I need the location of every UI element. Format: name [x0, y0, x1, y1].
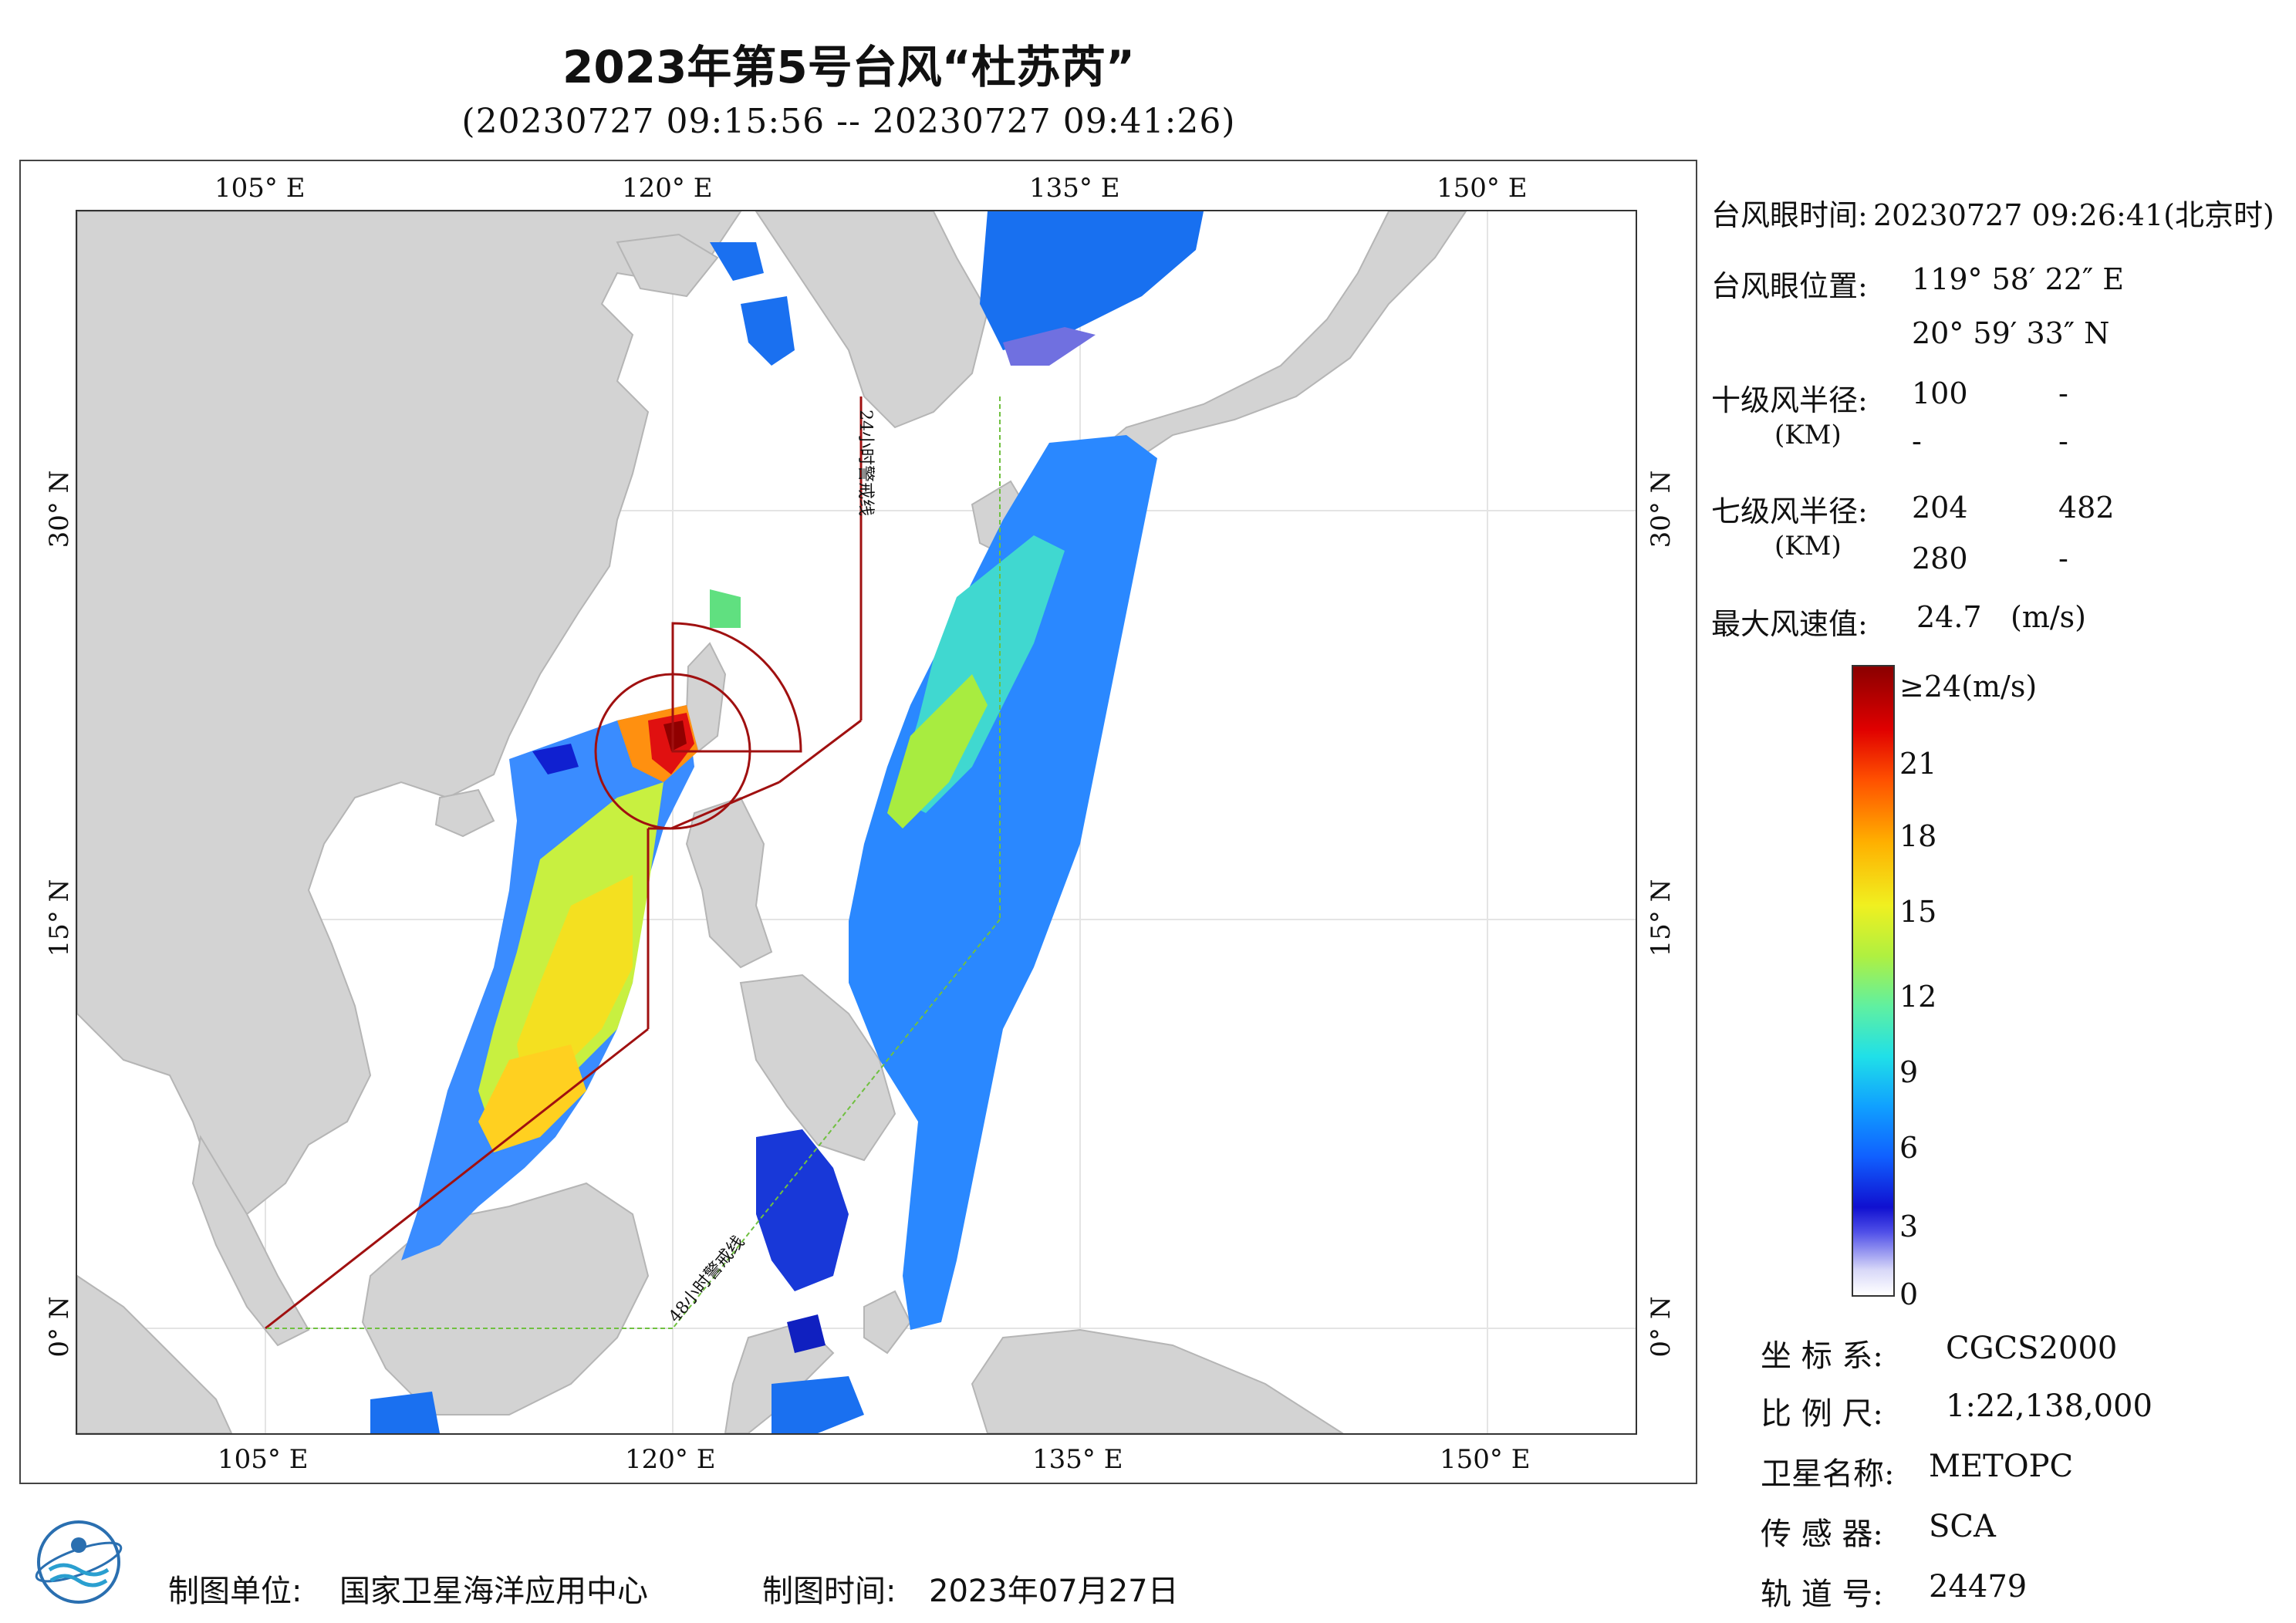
orbit-value: 24479 [1929, 1569, 2028, 1604]
map-canvas [77, 211, 1636, 1433]
r10-ne: 100 [1912, 376, 1968, 410]
lat-label-left: 0° N [44, 1296, 75, 1358]
eye-pos-label: 台风眼位置: [1711, 269, 1868, 303]
sumatra [77, 1274, 233, 1433]
lon-label-top: 135° E [1029, 173, 1120, 204]
colorbar-tick: 12 [1899, 980, 1937, 1014]
eye-time-label: 台风眼时间: [1711, 198, 1868, 232]
orbit-label: 轨 道 号: [1761, 1577, 1883, 1612]
halmahera [863, 1290, 912, 1355]
colorbar-tick: 18 [1899, 819, 1937, 853]
org-value: 国家卫星海洋应用中心 [339, 1574, 648, 1609]
date-label: 制图时间: [762, 1574, 896, 1609]
lat-label-left: 30° N [44, 470, 75, 548]
hainan [434, 788, 495, 838]
date-value: 2023年07月27日 [929, 1574, 1179, 1609]
satellite-value: METOPC [1929, 1449, 2074, 1484]
lat-label-right: 0° N [1646, 1296, 1676, 1358]
land [77, 211, 1467, 1433]
wind-radius-arcs [594, 622, 802, 830]
eye-time-value: 20230727 09:26:41(北京时) [1873, 198, 2274, 232]
colorbar-tick: 15 [1899, 895, 1937, 929]
nsoas-logo-icon [35, 1520, 123, 1604]
lon-label-top: 120° E [622, 173, 713, 204]
wind-swath-east [370, 211, 1204, 1433]
lat-label-right: 30° N [1646, 470, 1676, 548]
colorbar-tick: 21 [1899, 747, 1937, 781]
lat-label-left: 15° N [44, 879, 75, 957]
lon-label-bottom: 150° E [1440, 1444, 1531, 1475]
colorbar-tick: 6 [1899, 1131, 1919, 1165]
max-wind-unit: (m/s) [2011, 600, 2086, 634]
r7-unit: (KM) [1774, 531, 1842, 562]
scale-label: 比 例 尺: [1761, 1396, 1883, 1432]
r7-nw: 280 [1912, 542, 1968, 575]
map-subtitle: (20230727 09:15:56 -- 20230727 09:41:26) [461, 102, 1236, 141]
r10-se: - [2058, 376, 2068, 410]
colorbar-tick: ≥24(m/s) [1899, 670, 2038, 704]
wind-swath-west [401, 589, 741, 1260]
r10-nw: - [1912, 424, 1922, 458]
colorbar-tick: 0 [1899, 1277, 1919, 1311]
warning-24h-label: 24小时警戒线 [856, 410, 875, 516]
r10-unit: (KM) [1774, 420, 1842, 450]
japan [1079, 211, 1467, 491]
malay-peninsula [191, 1135, 310, 1347]
lon-label-bottom: 120° E [625, 1444, 716, 1475]
visayas-mindanao [739, 973, 896, 1162]
asia-mainland [77, 211, 742, 1216]
r10-label: 十级风半径: [1711, 383, 1868, 417]
warning-line-48h [265, 396, 1001, 1329]
sensor-label: 传 感 器: [1761, 1517, 1883, 1552]
luzon [685, 796, 773, 969]
map-area: 24小时警戒线 48小时警戒线 [76, 210, 1637, 1435]
lon-label-top: 105° E [214, 173, 306, 204]
r7-ne: 204 [1912, 491, 1968, 525]
warning-line-24h [265, 396, 863, 1330]
crs-value: CGCS2000 [1946, 1331, 2118, 1366]
lon-label-bottom: 105° E [218, 1444, 309, 1475]
eye-lat: 20° 59′ 33″ N [1912, 316, 2110, 350]
lon-label-bottom: 135° E [1032, 1444, 1123, 1475]
scale-value: 1:22,138,000 [1946, 1388, 2152, 1424]
r7-sw: - [2058, 542, 2068, 575]
map-title: 2023年第5号台风“杜苏芮” [562, 41, 1136, 93]
max-wind-label: 最大风速值: [1711, 607, 1868, 641]
max-wind-value: 24.7 [1916, 600, 1982, 634]
new-guinea [971, 1328, 1344, 1433]
colorbar-tick: 3 [1899, 1210, 1919, 1243]
eye-lon: 119° 58′ 22″ E [1912, 262, 2125, 296]
org-label: 制图单位: [168, 1574, 302, 1609]
satellite-label: 卫星名称: [1761, 1456, 1895, 1492]
lon-label-top: 150° E [1437, 173, 1528, 204]
r10-sw: - [2058, 424, 2068, 458]
wind-speed-colorbar [1852, 665, 1895, 1297]
sensor-value: SCA [1929, 1509, 1996, 1544]
korea [755, 211, 989, 429]
lat-label-right: 15° N [1646, 879, 1676, 957]
r7-se: 482 [2058, 491, 2115, 525]
crs-label: 坐 标 系: [1761, 1338, 1883, 1374]
colorbar-tick: 9 [1899, 1055, 1919, 1089]
r7-label: 七级风半径: [1711, 494, 1868, 528]
liaodong [616, 233, 719, 298]
